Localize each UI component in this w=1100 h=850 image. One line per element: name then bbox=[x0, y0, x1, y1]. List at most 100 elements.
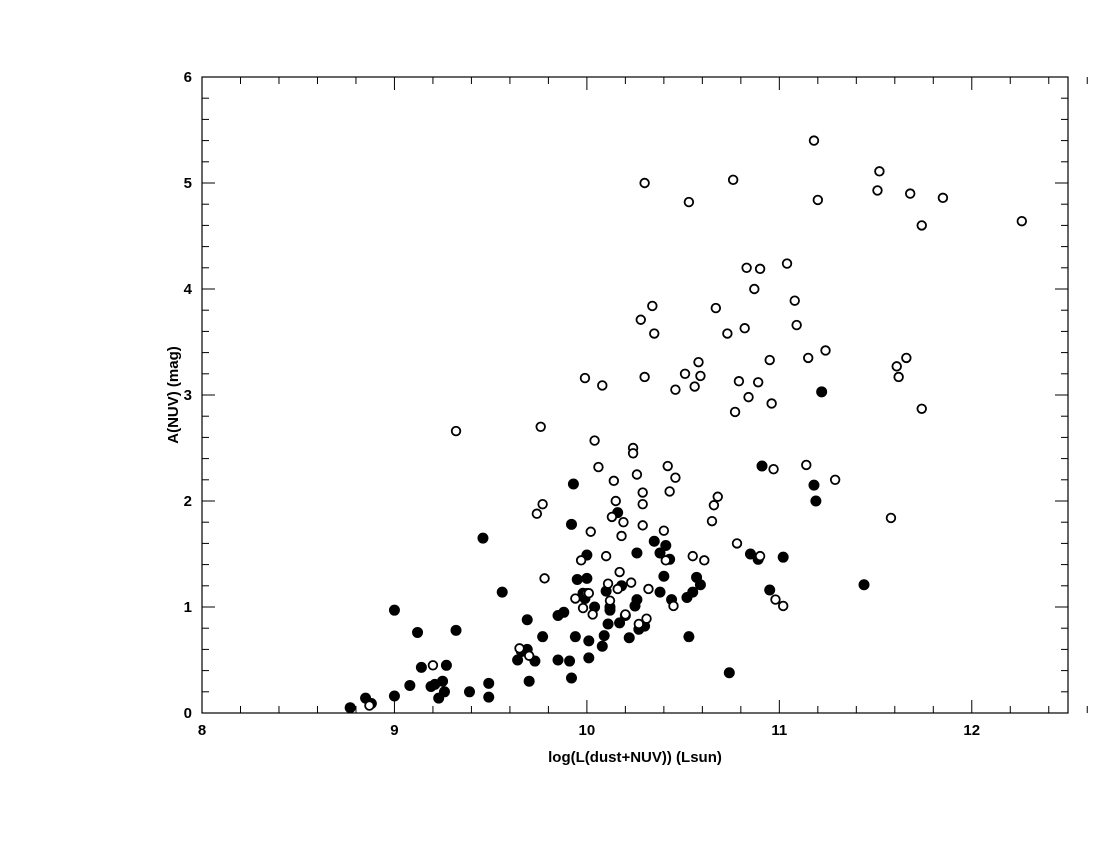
open-data-point bbox=[639, 371, 650, 383]
filled-data-point bbox=[463, 686, 475, 698]
open-data-point bbox=[741, 262, 752, 274]
open-data-point bbox=[812, 194, 824, 206]
filled-data-point bbox=[756, 460, 768, 472]
open-data-point bbox=[649, 328, 660, 339]
open-data-point bbox=[589, 435, 600, 446]
open-data-point bbox=[602, 578, 614, 589]
open-data-point bbox=[641, 613, 652, 624]
open-data-point bbox=[754, 263, 766, 275]
open-data-point bbox=[901, 352, 912, 364]
open-data-point bbox=[754, 550, 766, 562]
filled-data-point bbox=[723, 667, 735, 679]
open-data-point bbox=[612, 583, 623, 595]
y-axis-label: A(NUV) (mag) bbox=[165, 346, 182, 444]
open-data-point bbox=[739, 323, 750, 334]
filled-data-point bbox=[523, 675, 535, 687]
filled-data-point bbox=[660, 540, 672, 552]
filled-data-point bbox=[687, 586, 699, 598]
filled-data-point bbox=[816, 386, 828, 398]
filled-data-point bbox=[623, 632, 635, 644]
x-tick-label: 10 bbox=[579, 722, 596, 739]
filled-data-point bbox=[654, 547, 666, 559]
filled-data-point bbox=[558, 606, 570, 618]
open-data-point bbox=[891, 361, 902, 372]
open-data-point bbox=[537, 498, 548, 510]
filled-data-point bbox=[648, 535, 660, 547]
open-data-point bbox=[539, 573, 550, 584]
open-data-point bbox=[531, 508, 543, 519]
open-data-point bbox=[699, 555, 710, 566]
open-data-point bbox=[670, 472, 681, 483]
open-data-point bbox=[731, 538, 743, 549]
open-data-point bbox=[1016, 215, 1028, 227]
filled-data-point bbox=[450, 624, 462, 636]
filled-data-point bbox=[571, 573, 583, 585]
filled-data-point bbox=[581, 572, 593, 584]
y-tick-label: 6 bbox=[184, 69, 192, 86]
open-data-point bbox=[729, 406, 741, 418]
filled-data-point bbox=[483, 677, 495, 689]
filled-data-point bbox=[565, 672, 577, 684]
open-data-point bbox=[743, 391, 754, 403]
open-data-point bbox=[593, 461, 604, 473]
open-data-point bbox=[727, 174, 739, 186]
open-data-point bbox=[712, 491, 723, 502]
open-data-point bbox=[874, 166, 885, 177]
filled-data-point bbox=[683, 631, 695, 643]
open-data-point bbox=[660, 555, 671, 566]
open-data-point bbox=[637, 520, 648, 531]
y-tick-label: 4 bbox=[184, 281, 193, 298]
open-data-point bbox=[777, 600, 789, 612]
open-data-point bbox=[872, 185, 883, 196]
filled-data-point bbox=[415, 661, 427, 673]
open-data-point bbox=[803, 352, 814, 364]
filled-data-point bbox=[564, 655, 576, 667]
open-data-point bbox=[610, 495, 621, 507]
y-tick-label: 2 bbox=[184, 493, 192, 510]
filled-data-point bbox=[483, 691, 495, 703]
filled-data-point bbox=[496, 586, 508, 598]
filled-data-point bbox=[583, 635, 595, 647]
open-data-point bbox=[427, 660, 439, 671]
filled-data-point bbox=[437, 675, 449, 687]
open-data-point bbox=[689, 381, 700, 392]
filled-data-point bbox=[614, 617, 626, 629]
open-data-point bbox=[789, 295, 800, 306]
filled-data-point bbox=[537, 631, 549, 643]
open-data-point bbox=[600, 550, 612, 562]
y-tick-label: 1 bbox=[184, 599, 192, 616]
open-data-point bbox=[722, 328, 733, 339]
filled-data-point bbox=[583, 652, 595, 664]
open-data-point bbox=[791, 319, 802, 331]
open-data-point bbox=[687, 550, 698, 562]
open-data-point bbox=[668, 600, 679, 612]
filled-data-point bbox=[598, 630, 610, 642]
filled-data-point bbox=[810, 495, 822, 507]
open-data-point bbox=[683, 196, 695, 208]
filled-data-point bbox=[567, 478, 579, 490]
open-data-point bbox=[693, 356, 704, 368]
open-data-point bbox=[764, 354, 775, 366]
filled-data-point bbox=[477, 532, 489, 544]
data-points bbox=[344, 135, 1028, 714]
y-tick-label: 5 bbox=[184, 175, 192, 192]
open-data-point bbox=[706, 515, 718, 527]
filled-data-point bbox=[694, 579, 706, 591]
open-data-point bbox=[808, 135, 820, 146]
open-data-point bbox=[695, 370, 706, 382]
filled-data-point bbox=[404, 679, 416, 691]
filled-data-point bbox=[596, 640, 608, 652]
filled-data-point bbox=[440, 659, 452, 671]
open-data-point bbox=[608, 475, 620, 487]
open-data-point bbox=[829, 474, 841, 486]
filled-data-point bbox=[764, 584, 776, 596]
open-data-point bbox=[575, 555, 587, 566]
open-data-point bbox=[570, 593, 581, 604]
open-data-point bbox=[364, 700, 375, 711]
open-data-point bbox=[635, 314, 646, 325]
filled-data-point bbox=[412, 626, 424, 638]
open-data-point bbox=[627, 448, 639, 459]
open-data-point bbox=[916, 220, 927, 231]
open-data-point bbox=[643, 583, 654, 595]
open-data-point bbox=[664, 486, 675, 497]
